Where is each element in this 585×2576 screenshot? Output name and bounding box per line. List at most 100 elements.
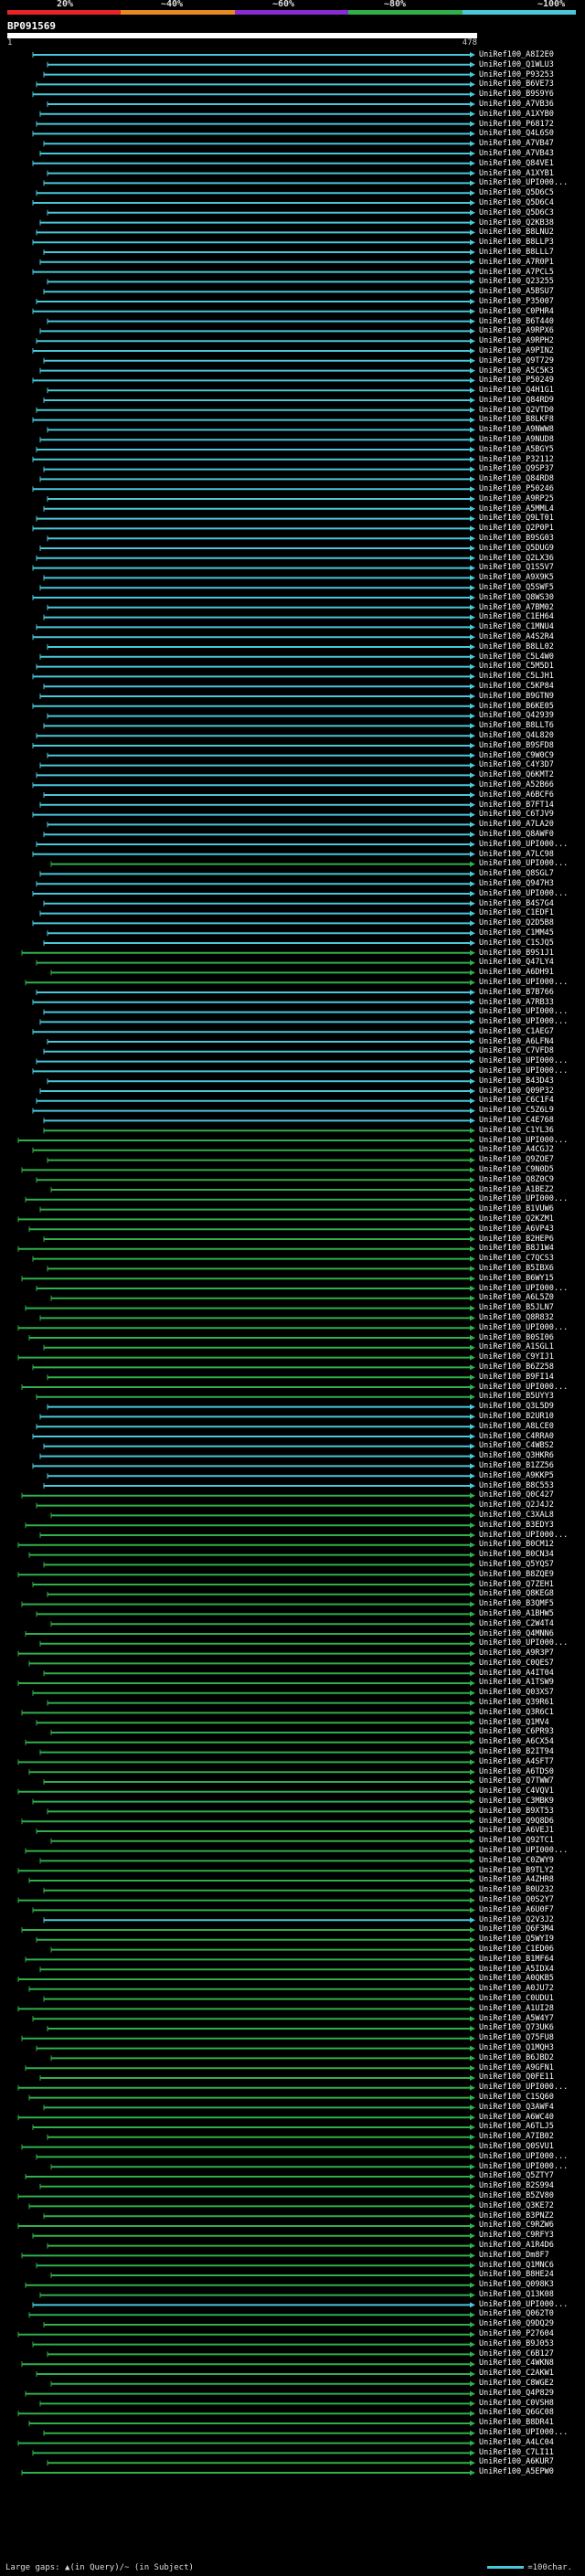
hit-label[interactable]: UniRef100_Q6F3M4	[479, 1924, 554, 1935]
hit-label[interactable]: UniRef100_UPI000...	[479, 2299, 569, 2309]
hit-label[interactable]: UniRef100_C1EH64	[479, 612, 554, 622]
hit-label[interactable]: UniRef100_A1TSW9	[479, 1678, 554, 1688]
hit-label[interactable]: UniRef100_A6TDS0	[479, 1766, 554, 1776]
hit-label[interactable]: UniRef100_Q4P829	[479, 2388, 554, 2398]
hit-label[interactable]: UniRef100_Q5D6C5	[479, 188, 554, 198]
hit-label[interactable]: UniRef100_Q1S5V7	[479, 563, 554, 573]
hit-label[interactable]: UniRef100_B8J1W4	[479, 1244, 554, 1254]
hit-label[interactable]: UniRef100_Q03XS7	[479, 1688, 554, 1698]
hit-label[interactable]: UniRef100_A9KKP5	[479, 1470, 554, 1480]
hit-label[interactable]: UniRef100_Q5ZTY7	[479, 2171, 554, 2181]
hit-label[interactable]: UniRef100_A1BEZ2	[479, 1184, 554, 1194]
hit-label[interactable]: UniRef100_UPI000...	[479, 1846, 569, 1856]
hit-label[interactable]: UniRef100_Q3R6C1	[479, 1707, 554, 1717]
hit-label[interactable]: UniRef100_C4Y3D7	[479, 760, 554, 770]
hit-label[interactable]: UniRef100_Q39R61	[479, 1698, 554, 1708]
hit-label[interactable]: UniRef100_A6LFN4	[479, 1036, 554, 1046]
hit-label[interactable]: UniRef100_A5BGY5	[479, 444, 554, 454]
hit-label[interactable]: UniRef100_C8WGE2	[479, 2379, 554, 2389]
hit-label[interactable]: UniRef100_C7VFD8	[479, 1046, 554, 1056]
hit-label[interactable]: UniRef100_A7BM02	[479, 602, 554, 612]
hit-label[interactable]: UniRef100_UPI000...	[479, 888, 569, 898]
hit-label[interactable]: UniRef100_Q3KE72	[479, 2200, 554, 2210]
hit-label[interactable]: UniRef100_Q84VE1	[479, 158, 554, 168]
hit-label[interactable]: UniRef100_A6TLJ5	[479, 2122, 554, 2132]
hit-label[interactable]: UniRef100_B0U232	[479, 1885, 554, 1895]
hit-label[interactable]: UniRef100_Q92TC1	[479, 1836, 554, 1846]
hit-label[interactable]: UniRef100_Q9ZOE7	[479, 1155, 554, 1165]
hit-label[interactable]: UniRef100_B6T440	[479, 316, 554, 326]
hit-label[interactable]: UniRef100_Q8Z0C9	[479, 1174, 554, 1184]
hit-label[interactable]: UniRef100_Q2J4J2	[479, 1500, 554, 1511]
hit-label[interactable]: UniRef100_B5JLN7	[479, 1303, 554, 1313]
hit-label[interactable]: UniRef100_C2W4T4	[479, 1618, 554, 1628]
hit-label[interactable]: UniRef100_B5ZV80	[479, 2190, 554, 2200]
hit-label[interactable]: UniRef100_B8LL02	[479, 641, 554, 652]
hit-label[interactable]: UniRef100_P35007	[479, 296, 554, 306]
hit-label[interactable]: UniRef100_A9NWW8	[479, 425, 554, 435]
hit-label[interactable]: UniRef100_A9NUD8	[479, 435, 554, 445]
hit-label[interactable]: UniRef100_B7FT14	[479, 800, 554, 810]
hit-label[interactable]: UniRef100_C2AKW1	[479, 2369, 554, 2379]
hit-label[interactable]: UniRef100_B3PNZ2	[479, 2210, 554, 2221]
hit-label[interactable]: UniRef100_Q1MQH3	[479, 2042, 554, 2052]
hit-label[interactable]: UniRef100_B1MF64	[479, 1954, 554, 1964]
hit-label[interactable]: UniRef100_B5IBX6	[479, 1264, 554, 1274]
hit-label[interactable]: UniRef100_Q1MNC6	[479, 2260, 554, 2270]
hit-label[interactable]: UniRef100_C1MNU4	[479, 622, 554, 632]
hit-label[interactable]: UniRef100_UPI000...	[479, 2083, 569, 2093]
hit-label[interactable]: UniRef100_A5C5K3	[479, 366, 554, 376]
hit-label[interactable]: UniRef100_B9GTN9	[479, 691, 554, 701]
hit-label[interactable]: UniRef100_C9YIJ1	[479, 1352, 554, 1362]
hit-label[interactable]: UniRef100_C1YL36	[479, 1125, 554, 1135]
hit-label[interactable]: UniRef100_Q75FU8	[479, 2033, 554, 2043]
hit-label[interactable]: UniRef100_Q7ZEH1	[479, 1579, 554, 1589]
hit-label[interactable]: UniRef100_B8DR41	[479, 2418, 554, 2428]
hit-label[interactable]: UniRef100_Q6KMT2	[479, 770, 554, 780]
hit-label[interactable]: UniRef100_B9TLY2	[479, 1865, 554, 1875]
hit-label[interactable]: UniRef100_Q0FE11	[479, 2072, 554, 2083]
hit-label[interactable]: UniRef100_UPI000...	[479, 839, 569, 849]
hit-label[interactable]: UniRef100_C5KP84	[479, 682, 554, 691]
hit-label[interactable]: UniRef100_B9S9Y6	[479, 90, 554, 100]
hit-label[interactable]: UniRef100_UPI000...	[479, 977, 569, 987]
hit-label[interactable]: UniRef100_B8LLP3	[479, 238, 554, 248]
hit-label[interactable]: UniRef100_Q2KB38	[479, 217, 554, 228]
hit-label[interactable]: UniRef100_C6B127	[479, 2348, 554, 2359]
hit-label[interactable]: UniRef100_B8LKF8	[479, 415, 554, 425]
hit-label[interactable]: UniRef100_Q5D6C3	[479, 207, 554, 217]
hit-label[interactable]: UniRef100_Q0C427	[479, 1490, 554, 1500]
hit-label[interactable]: UniRef100_A7IB02	[479, 2132, 554, 2142]
hit-label[interactable]: UniRef100_A4LC04	[479, 2437, 554, 2447]
hit-label[interactable]: UniRef100_B8LLT6	[479, 721, 554, 731]
hit-label[interactable]: UniRef100_Q0S2Y7	[479, 1895, 554, 1905]
hit-label[interactable]: UniRef100_Q9Q8D6	[479, 1816, 554, 1826]
hit-label[interactable]: UniRef100_UPI000...	[479, 1530, 569, 1540]
hit-label[interactable]: UniRef100_A1UI28	[479, 2003, 554, 2013]
hit-label[interactable]: UniRef100_Q1MV4	[479, 1717, 549, 1727]
hit-label[interactable]: UniRef100_A6CX54	[479, 1737, 554, 1747]
hit-label[interactable]: UniRef100_A1BHW5	[479, 1608, 554, 1618]
hit-label[interactable]: UniRef100_B1VUW6	[479, 1204, 554, 1214]
hit-label[interactable]: UniRef100_B2S994	[479, 2181, 554, 2191]
hit-label[interactable]: UniRef100_Q5SWF5	[479, 583, 554, 593]
hit-label[interactable]: UniRef100_B7B766	[479, 987, 554, 997]
hit-label[interactable]: UniRef100_UPI000...	[479, 1382, 569, 1392]
hit-label[interactable]: UniRef100_A8LCE0	[479, 1421, 554, 1431]
hit-label[interactable]: UniRef100_P68172	[479, 119, 554, 129]
hit-label[interactable]: UniRef100_C0PHR4	[479, 306, 554, 316]
hit-label[interactable]: UniRef100_B6VE73	[479, 80, 554, 90]
hit-label[interactable]: UniRef100_Q73UK6	[479, 2023, 554, 2033]
hit-label[interactable]: UniRef100_Dm8F7	[479, 2250, 549, 2260]
hit-label[interactable]: UniRef100_B9SFD8	[479, 740, 554, 750]
hit-label[interactable]: UniRef100_UPI000...	[479, 1017, 569, 1027]
hit-label[interactable]: UniRef100_A0JU72	[479, 1984, 554, 1994]
hit-label[interactable]: UniRef100_P50246	[479, 484, 554, 494]
hit-label[interactable]: UniRef100_A8I2E0	[479, 50, 554, 59]
hit-label[interactable]: UniRef100_A6BCF6	[479, 790, 554, 800]
hit-label[interactable]: UniRef100_Q9SP37	[479, 464, 554, 474]
hit-label[interactable]: UniRef100_Q8AWF0	[479, 829, 554, 839]
hit-label[interactable]: UniRef100_B9SG03	[479, 534, 554, 544]
hit-label[interactable]: UniRef100_Q8SGL7	[479, 869, 554, 879]
hit-label[interactable]: UniRef100_A9R3P7	[479, 1648, 554, 1659]
